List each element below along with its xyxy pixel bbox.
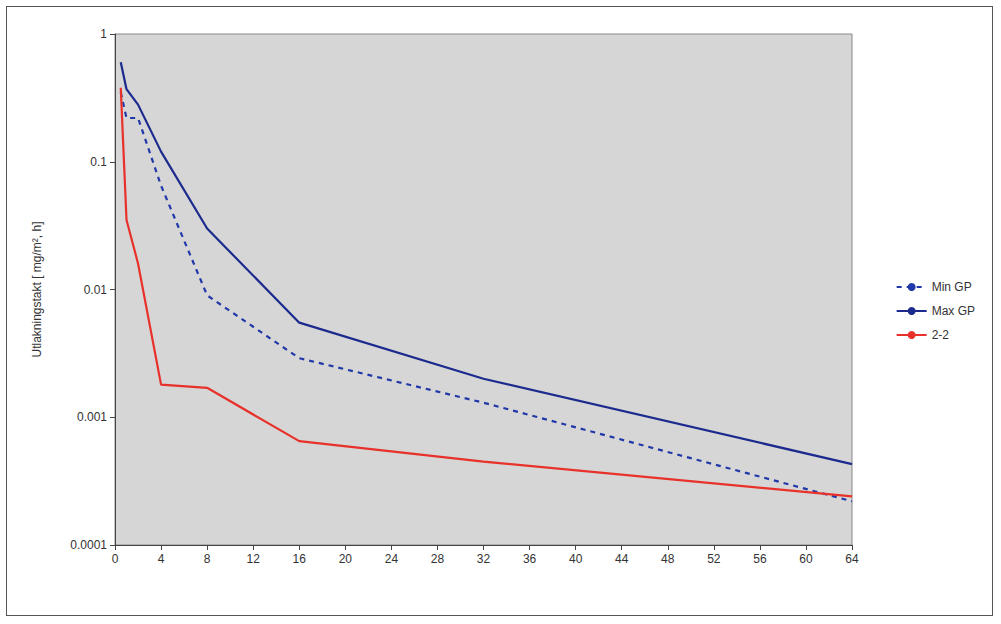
svg-text:32: 32	[477, 552, 491, 566]
svg-text:44: 44	[615, 552, 629, 566]
svg-text:0.1: 0.1	[90, 155, 107, 169]
svg-text:40: 40	[569, 552, 583, 566]
svg-text:8: 8	[204, 552, 211, 566]
svg-text:Max GP: Max GP	[932, 304, 975, 318]
svg-text:1: 1	[100, 27, 107, 41]
svg-text:28: 28	[431, 552, 445, 566]
svg-text:24: 24	[385, 552, 399, 566]
svg-text:4: 4	[158, 552, 165, 566]
svg-text:0.001: 0.001	[77, 410, 107, 424]
svg-text:Min GP: Min GP	[932, 280, 972, 294]
svg-text:0.0001: 0.0001	[70, 538, 107, 552]
svg-text:2-2: 2-2	[932, 328, 950, 342]
svg-text:64: 64	[845, 552, 859, 566]
svg-text:52: 52	[707, 552, 721, 566]
svg-text:0: 0	[112, 552, 119, 566]
svg-text:12: 12	[247, 552, 261, 566]
svg-text:16: 16	[293, 552, 307, 566]
svg-text:Utlakningstakt [ mg/m², h]: Utlakningstakt [ mg/m², h]	[30, 221, 44, 357]
svg-text:36: 36	[523, 552, 537, 566]
svg-text:48: 48	[661, 552, 675, 566]
svg-text:60: 60	[799, 552, 813, 566]
svg-text:56: 56	[753, 552, 767, 566]
svg-text:0.01: 0.01	[84, 283, 108, 297]
svg-text:20: 20	[339, 552, 353, 566]
